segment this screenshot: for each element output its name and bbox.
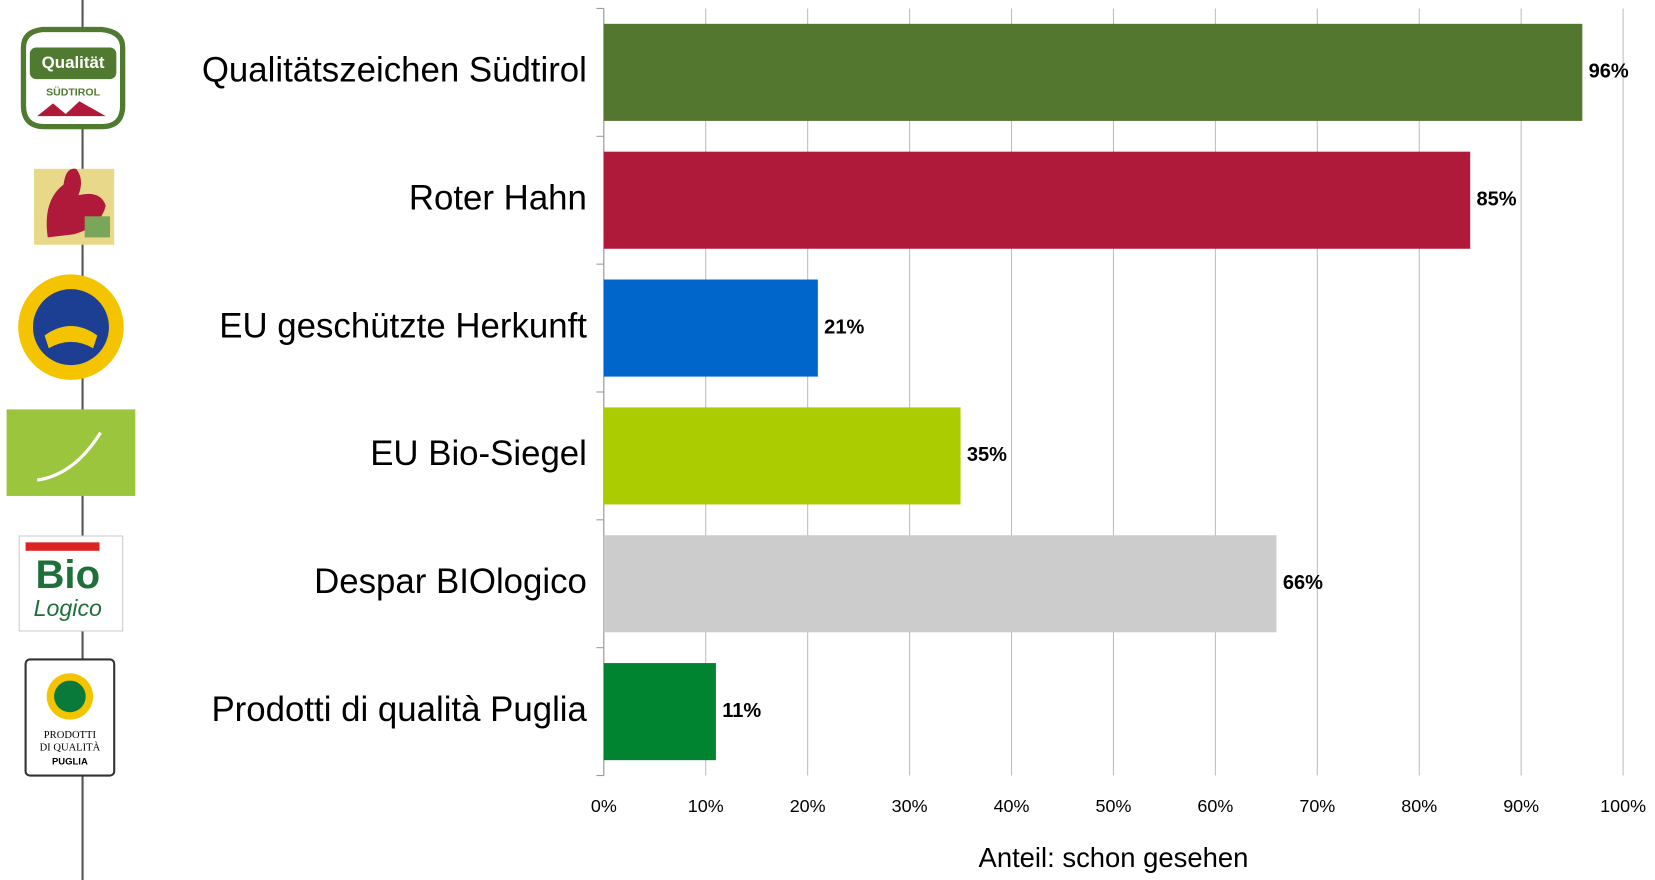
logo-puglia: PRODOTTI DI QUALITÀ PUGLIA xyxy=(24,658,116,777)
y-tick-label: Despar BIOlogico xyxy=(314,562,587,601)
bar xyxy=(603,23,1583,121)
x-tick-label: 80% xyxy=(1401,796,1437,816)
logo-text: Logico xyxy=(34,595,102,621)
logo-bio-logico: Bio Logico xyxy=(18,535,124,632)
value-label: 35% xyxy=(967,444,1007,466)
x-tick-label: 90% xyxy=(1503,796,1539,816)
logo-eu-herkunft xyxy=(18,274,124,380)
logo-text: PUGLIA xyxy=(52,756,88,767)
logo-text: SÜDTIROL xyxy=(46,86,100,99)
x-tick-label: 30% xyxy=(892,796,928,816)
bar xyxy=(603,535,1277,633)
value-label: 66% xyxy=(1283,572,1323,594)
logo-text: PRODOTTI xyxy=(44,730,97,741)
bar xyxy=(603,151,1471,249)
logo-roter-hahn xyxy=(34,168,115,245)
value-label: 21% xyxy=(824,316,864,338)
bar xyxy=(603,407,961,505)
value-label: 96% xyxy=(1589,61,1629,83)
y-tick-label: Roter Hahn xyxy=(409,178,587,217)
x-tick-label: 10% xyxy=(688,796,724,816)
x-tick-label: 0% xyxy=(591,796,617,816)
logo-text: DI QUALITÀ xyxy=(40,742,101,754)
x-tick-label: 60% xyxy=(1197,796,1233,816)
x-tick-label: 20% xyxy=(790,796,826,816)
bar xyxy=(603,279,818,377)
x-axis-label: Anteil: schon gesehen xyxy=(979,842,1249,873)
y-tick-label: Qualitätszeichen Südtirol xyxy=(202,51,587,90)
x-tick-label: 100% xyxy=(1600,796,1646,816)
value-label: 85% xyxy=(1477,189,1517,211)
y-tick-label: EU Bio-Siegel xyxy=(370,434,587,473)
logo-text: Bio xyxy=(36,553,101,597)
logo-qualitaet: Qualität SÜDTIROL xyxy=(20,26,126,130)
bar xyxy=(603,663,716,761)
logo-eu-bio xyxy=(6,409,136,496)
logo-text: Qualität xyxy=(42,53,105,72)
x-tick-label: 50% xyxy=(1096,796,1132,816)
value-label: 11% xyxy=(722,700,761,722)
x-tick-label: 70% xyxy=(1299,796,1335,816)
y-tick-label: EU geschützte Herkunft xyxy=(219,306,587,345)
x-tick-label: 40% xyxy=(994,796,1030,816)
y-tick-label: Prodotti di qualità Puglia xyxy=(211,690,587,729)
